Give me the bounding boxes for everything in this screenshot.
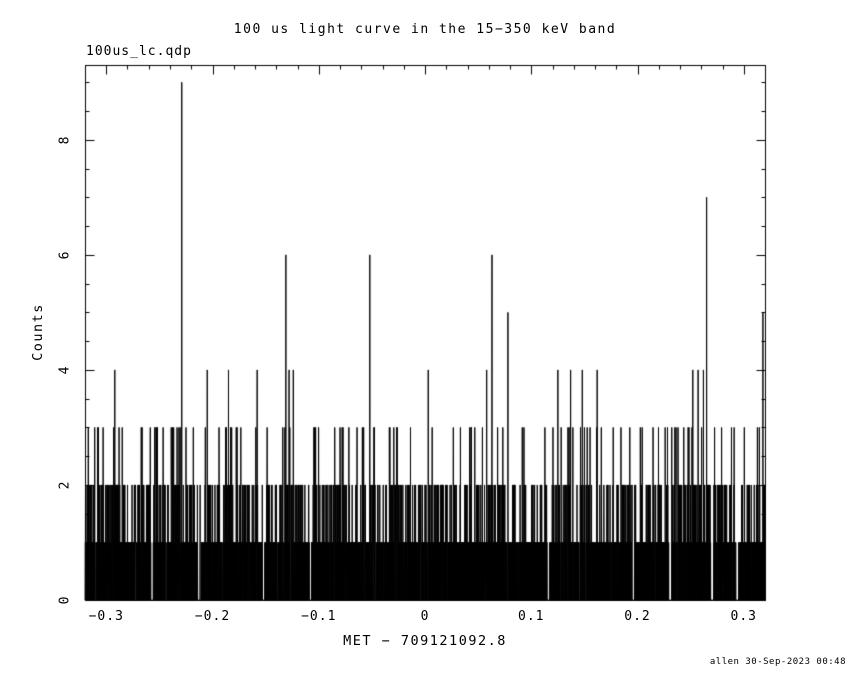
plot-filename-label: 100us_lc.qdp xyxy=(86,44,192,59)
chart-title: 100 us light curve in the 15−350 keV ban… xyxy=(233,22,617,37)
x-axis-label: MET − 709121092.8 xyxy=(343,633,507,649)
credit-text: allen 30-Sep-2023 00:48 xyxy=(709,657,846,667)
y-axis-label: Counts xyxy=(30,303,46,361)
